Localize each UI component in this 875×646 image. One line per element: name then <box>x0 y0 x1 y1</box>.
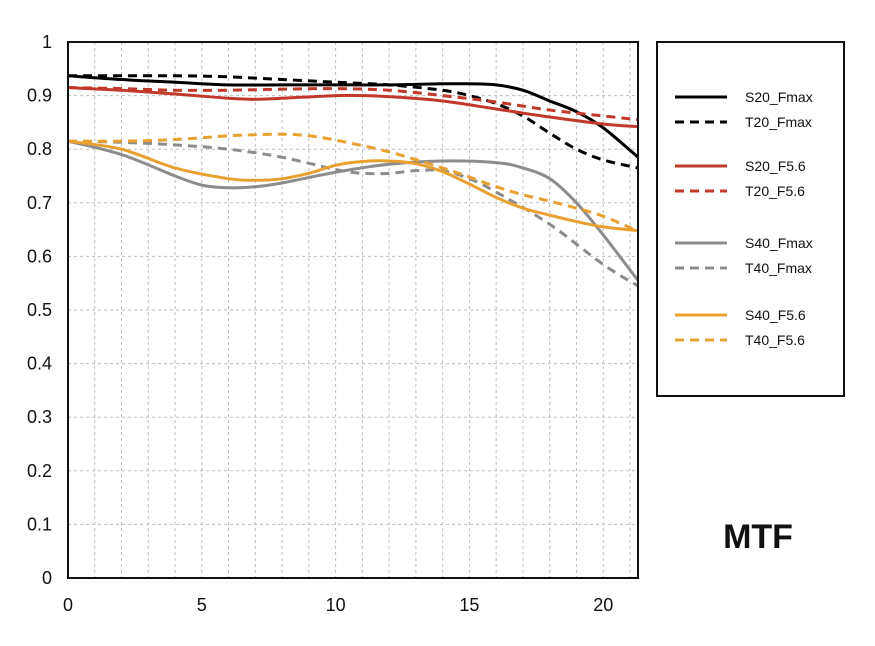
series-line-s40-fmax <box>68 139 638 282</box>
x-tick-label: 20 <box>593 595 613 615</box>
y-tick-label: 0.7 <box>27 193 52 213</box>
grid-layer <box>68 42 638 578</box>
chart-title: MTF <box>723 518 793 556</box>
series-line-s20-fmax <box>68 74 638 159</box>
legend-label-s40-fmax: S40_Fmax <box>745 235 813 251</box>
series-line-t20-fmax <box>68 74 638 170</box>
legend-label-t40-f5-6: T40_F5.6 <box>745 332 805 348</box>
legend-label-t20-f5-6: T20_F5.6 <box>745 183 805 199</box>
legend-label-t20-fmax: T20_Fmax <box>745 114 812 130</box>
y-tick-label: 0.4 <box>27 354 52 374</box>
y-tick-label: 1 <box>42 32 52 52</box>
y-tick-label: 0.9 <box>27 86 52 106</box>
y-tick-label: 0 <box>42 568 52 588</box>
axes-layer <box>67 41 639 579</box>
y-tick-label: 0.3 <box>27 407 52 427</box>
x-tick-label: 15 <box>459 595 479 615</box>
x-tick-label: 0 <box>63 595 73 615</box>
plot-frame <box>67 41 639 579</box>
legend-box <box>656 41 845 397</box>
y-tick-label: 0.2 <box>27 461 52 481</box>
y-tick-label: 0.1 <box>27 514 52 534</box>
series-line-s40-f5-6 <box>68 139 638 233</box>
ticks-layer: 0 5 10 15 20 0 0.1 0.2 0.3 0.4 0.5 0.6 0.7 0.8 0.9 1 <box>27 32 613 615</box>
legend-label-t40-fmax: T40_Fmax <box>745 260 812 276</box>
series-line-t20-f5-6 <box>68 86 638 122</box>
series-layer <box>68 74 638 288</box>
y-tick-label: 0.8 <box>27 139 52 159</box>
series-line-t40-fmax <box>68 139 638 288</box>
legend-label-s20-fmax: S20_Fmax <box>745 89 813 105</box>
legend: S20_Fmax T20_Fmax S20_F5.6 T20_F5.6 S40_Fmax… <box>656 41 845 397</box>
x-tick-label: 10 <box>326 595 346 615</box>
series-line-s20-f5-6 <box>68 86 638 129</box>
legend-label-s20-f5-6: S20_F5.6 <box>745 158 806 174</box>
y-tick-label: 0.6 <box>27 246 52 266</box>
legend-label-s40-f5-6: S40_F5.6 <box>745 307 806 323</box>
series-line-t40-f5-6 <box>68 132 638 233</box>
y-tick-label: 0.5 <box>27 300 52 320</box>
x-tick-label: 5 <box>197 595 207 615</box>
